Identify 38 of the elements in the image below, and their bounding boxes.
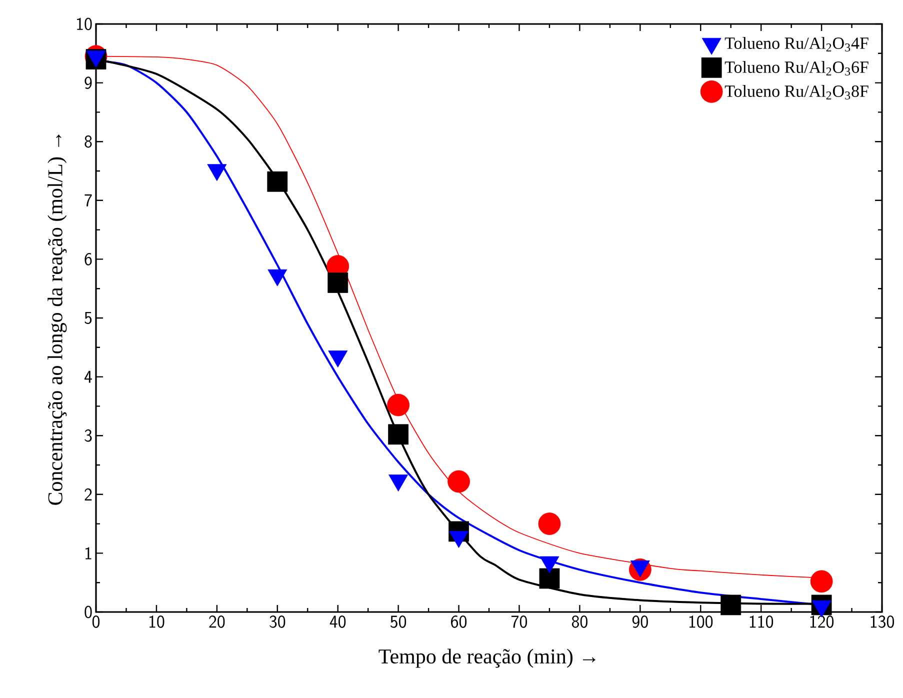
point [810, 570, 833, 593]
x-tick-label: 80 [572, 616, 588, 628]
point [387, 394, 410, 416]
y-axis-title: Concentração ao longo da reação (mol/L) → [48, 134, 67, 505]
x-tick-label: 100 [689, 616, 713, 628]
point [538, 512, 561, 535]
point [539, 568, 560, 589]
y-tick-label: 10 [77, 18, 92, 30]
x-tick-label: 40 [330, 616, 346, 628]
y-tick-label: 6 [84, 253, 92, 266]
point [448, 470, 470, 493]
y-tick-label: 0 [84, 606, 92, 618]
x-tick-label: 120 [810, 616, 834, 628]
y-tick-label: 1 [86, 547, 92, 560]
y-tick-label: 3 [84, 429, 92, 442]
x-tick-label: 10 [150, 616, 164, 628]
x-tick-label: 50 [390, 616, 406, 628]
y-tick-label: 4 [84, 370, 92, 383]
y-tick-label: 9 [84, 76, 92, 89]
legend-label: Tolueno Ru/Al$_{2}$O$_{3}$8F [724, 84, 868, 100]
legend-label: Tolueno Ru/Al$_{2}$O$_{3}$4F [724, 36, 868, 52]
x-tick-label: 90 [632, 616, 648, 628]
point [267, 171, 288, 192]
x-tick-label: 60 [451, 616, 467, 628]
y-tick-label: 2 [84, 488, 92, 500]
x-tick-label: 130 [870, 616, 894, 628]
y-tick-label: 7 [84, 194, 92, 206]
point [388, 424, 409, 445]
legend-label: Tolueno Ru/Al$_{2}$O$_{3}$6F [724, 60, 868, 76]
x-tick-label: 70 [511, 616, 527, 628]
x-axis-title: Tempo de reação (min) → [378, 648, 596, 668]
y-tick-label: 8 [84, 135, 92, 148]
y-tick-label: 5 [84, 312, 92, 324]
x-tick-label: 30 [270, 616, 286, 628]
point [720, 594, 742, 616]
x-tick-label: 20 [209, 616, 225, 628]
x-tick-label: 110 [750, 616, 774, 628]
point [328, 272, 348, 293]
